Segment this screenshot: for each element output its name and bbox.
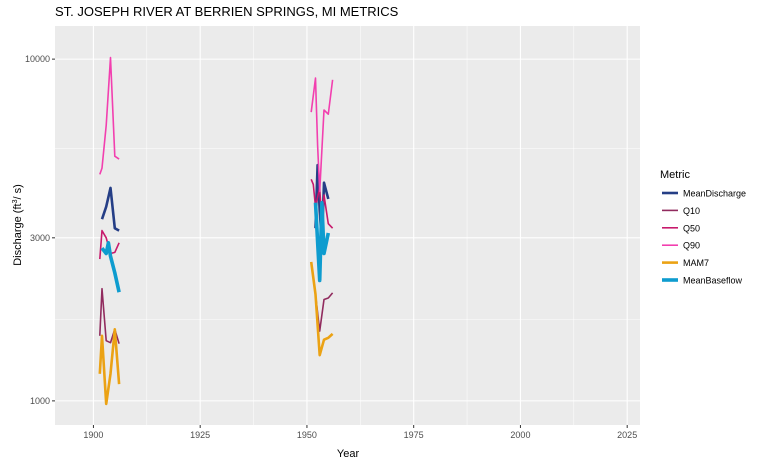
series-line <box>100 186 120 232</box>
x-axis: 1900 1925 1950 1975 2000 2025 <box>83 425 637 440</box>
x-tick-label: 1950 <box>297 430 317 440</box>
minor-gridlines <box>55 26 640 425</box>
x-tick-label: 1925 <box>190 430 210 440</box>
y-axis-title: Discharge (ft3/ s) <box>12 184 24 266</box>
series-layer <box>98 56 334 406</box>
series-line <box>100 241 121 293</box>
y-axis: 1000 3000 10000 <box>25 54 55 406</box>
series-MeanBaseflow <box>100 200 331 293</box>
y-tick-label: 1000 <box>30 396 50 406</box>
y-axis-title-main: Discharge (ft <box>12 203 24 265</box>
x-tick-label: 1975 <box>404 430 424 440</box>
chart-title: ST. JOSEPH RIVER AT BERRIEN SPRINGS, MI … <box>55 4 399 19</box>
series-MAM7 <box>98 261 334 406</box>
y-axis-title-tail: / s) <box>12 184 24 199</box>
legend-items: MeanDischarge Q10 Q50 Q90 MAM7 MeanBaseflow <box>662 189 746 286</box>
x-tick-label: 2025 <box>617 430 637 440</box>
legend-label: MAM7 <box>683 258 709 268</box>
legend-title: Metric <box>660 169 690 181</box>
legend-label: MeanBaseflow <box>683 276 743 286</box>
legend: Metric MeanDischarge Q10 Q50 Q90 MAM7 MeanBas… <box>660 169 746 286</box>
plot-panel <box>55 26 640 425</box>
x-axis-title: Year <box>337 448 360 460</box>
series-Q90 <box>99 56 334 193</box>
major-gridlines <box>55 26 640 425</box>
y-axis-title-sup: 3 <box>12 199 19 203</box>
series-line <box>309 261 334 357</box>
series-line <box>313 200 331 283</box>
x-tick-label: 1900 <box>83 430 103 440</box>
legend-label: MeanDischarge <box>683 189 746 199</box>
y-tick-label: 10000 <box>25 54 50 64</box>
series-line <box>99 56 120 175</box>
y-tick-label: 3000 <box>30 233 50 243</box>
series-line <box>310 77 334 193</box>
legend-label: Q50 <box>683 223 700 233</box>
legend-label: Q10 <box>683 206 700 216</box>
legend-label: Q90 <box>683 241 700 251</box>
x-tick-label: 2000 <box>510 430 530 440</box>
series-line <box>98 327 121 406</box>
